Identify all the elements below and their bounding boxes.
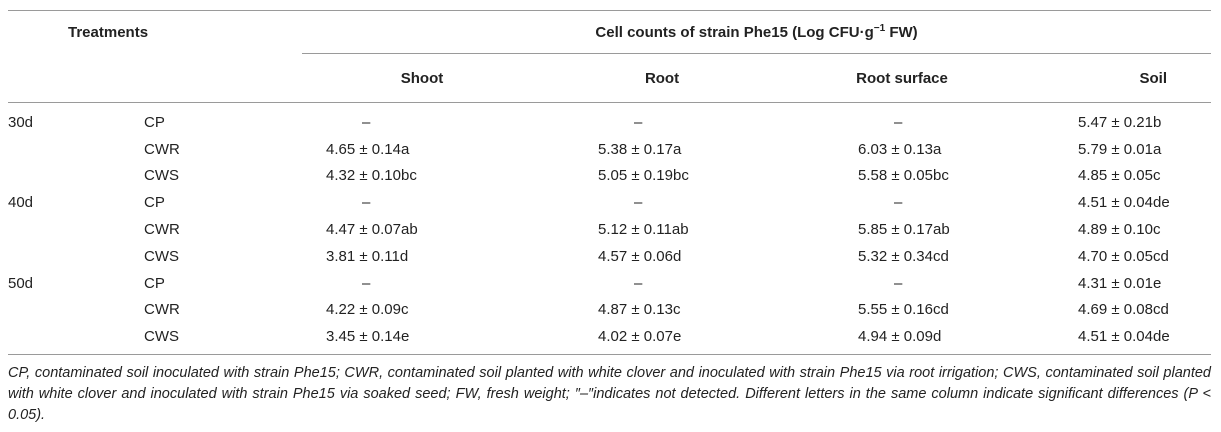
- table-row: CWR 4.65 ± 0.14a 5.38 ± 0.17a 6.03 ± 0.13a 5…: [8, 136, 1211, 163]
- cell-counts-header: Cell counts of strain Phe15 (Log CFU·g−1…: [302, 10, 1212, 54]
- column-header-shoot: Shoot: [302, 53, 543, 103]
- cell-day: [8, 297, 144, 324]
- table-row: CWS 4.32 ± 0.10bc 5.05 ± 0.19bc 5.58 ± 0.05…: [8, 163, 1211, 190]
- cell-shoot: 4.47 ± 0.07ab: [326, 221, 418, 239]
- cell-shoot: –: [362, 274, 371, 292]
- column-header-root: Root: [542, 53, 783, 103]
- cell-soil: 4.85 ± 0.05c: [1078, 167, 1161, 185]
- cell-root-surface: 5.32 ± 0.34cd: [858, 247, 949, 265]
- cell-counts-title: Cell counts of strain Phe15 (Log CFU·g: [595, 24, 874, 41]
- cell-root-surface: 5.55 ± 0.16cd: [858, 301, 949, 319]
- table-header: Treatments Cell counts of strain Phe15 (…: [8, 10, 1212, 103]
- cell-root: 4.57 ± 0.06d: [598, 247, 682, 265]
- cell-root: –: [634, 113, 643, 131]
- cell-soil: 4.70 ± 0.05cd: [1078, 247, 1169, 265]
- cell-treatment: CP: [144, 194, 165, 212]
- cell-root: 5.12 ± 0.11ab: [598, 221, 689, 239]
- cell-root: 4.02 ± 0.07e: [542, 323, 783, 356]
- data-table: Treatments Cell counts of strain Phe15 (…: [8, 10, 1212, 356]
- cell-treatment: CWS: [144, 247, 179, 265]
- cell-treatment: CWS: [144, 167, 179, 185]
- cell-treatment: CWR: [144, 140, 180, 158]
- table-row: CWS 3.81 ± 0.11d 4.57 ± 0.06d 5.32 ± 0.34cd…: [8, 243, 1211, 270]
- cell-root: –: [634, 274, 643, 292]
- cell-day: [8, 323, 144, 356]
- cell-shoot: –: [362, 194, 371, 212]
- column-header-root-surface: Root surface: [782, 53, 1023, 103]
- cell-counts-unit: FW): [885, 24, 918, 41]
- cell-counts-exponent: −1: [873, 23, 886, 34]
- treatments-header: Treatments: [8, 10, 303, 54]
- cell-soil: 4.89 ± 0.10c: [1078, 221, 1161, 239]
- cell-day: [8, 136, 144, 163]
- cell-shoot: 4.32 ± 0.10bc: [326, 167, 417, 185]
- cell-day: [8, 163, 144, 190]
- cell-day: 30d: [8, 113, 34, 131]
- cell-root-surface: –: [894, 113, 903, 131]
- cell-treatment: CP: [144, 274, 165, 292]
- cell-day: [8, 216, 144, 243]
- table-body: 30d CP – – – 5.47 ± 0.21b CWR 4.65 ± 0.14a 5.38 …: [8, 103, 1212, 356]
- cell-treatment: CWR: [144, 301, 180, 319]
- table-row: 50d CP – – – 4.31 ± 0.01e: [8, 270, 1211, 297]
- cell-root: 5.05 ± 0.19bc: [598, 167, 689, 185]
- table-container: Treatments Cell counts of strain Phe15 (…: [8, 10, 1212, 426]
- cell-soil: 5.47 ± 0.21b: [1078, 113, 1162, 131]
- table-row: CWR 4.47 ± 0.07ab 5.12 ± 0.11ab 5.85 ± 0.17…: [8, 216, 1211, 243]
- table-row: 30d CP – – – 5.47 ± 0.21b: [8, 103, 1211, 136]
- header-spacer: [8, 53, 303, 103]
- cell-soil: 4.51 ± 0.04de: [1078, 194, 1170, 212]
- cell-root: –: [634, 194, 643, 212]
- cell-soil: 4.31 ± 0.01e: [1078, 274, 1162, 292]
- cell-shoot: 3.45 ± 0.14e: [302, 323, 543, 356]
- cell-shoot: 4.22 ± 0.09c: [326, 301, 409, 319]
- cell-shoot: –: [362, 113, 371, 131]
- cell-soil: 4.69 ± 0.08cd: [1078, 301, 1169, 319]
- cell-shoot: 4.65 ± 0.14a: [326, 140, 410, 158]
- cell-soil: 5.79 ± 0.01a: [1078, 140, 1162, 158]
- cell-root-surface: –: [894, 274, 903, 292]
- cell-day: [8, 243, 144, 270]
- cell-root-surface: –: [894, 194, 903, 212]
- cell-treatment: CWS: [144, 323, 303, 356]
- cell-soil: 4.51 ± 0.04de: [1022, 323, 1212, 356]
- table-row: CWS 3.45 ± 0.14e 4.02 ± 0.07e 4.94 ± 0.09d 4…: [8, 323, 1212, 356]
- cell-root: 4.87 ± 0.13c: [598, 301, 681, 319]
- cell-day: 50d: [8, 274, 34, 292]
- cell-root-surface: 6.03 ± 0.13a: [858, 140, 942, 158]
- column-header-soil: Soil: [1022, 53, 1212, 103]
- cell-root-surface: 5.58 ± 0.05bc: [858, 167, 949, 185]
- table-footnote: CP, contaminated soil inoculated with st…: [8, 365, 1211, 424]
- table-row: 40d CP – – – 4.51 ± 0.04de: [8, 189, 1211, 216]
- cell-treatment: CWR: [144, 221, 180, 239]
- cell-root: 5.38 ± 0.17a: [598, 140, 682, 158]
- table-row: CWR 4.22 ± 0.09c 4.87 ± 0.13c 5.55 ± 0.16cd…: [8, 297, 1211, 324]
- cell-treatment: CP: [144, 113, 165, 131]
- cell-root-surface: 4.94 ± 0.09d: [782, 323, 1023, 356]
- cell-shoot: 3.81 ± 0.11d: [326, 247, 409, 265]
- cell-root-surface: 5.85 ± 0.17ab: [858, 221, 950, 239]
- cell-day: 40d: [8, 194, 34, 212]
